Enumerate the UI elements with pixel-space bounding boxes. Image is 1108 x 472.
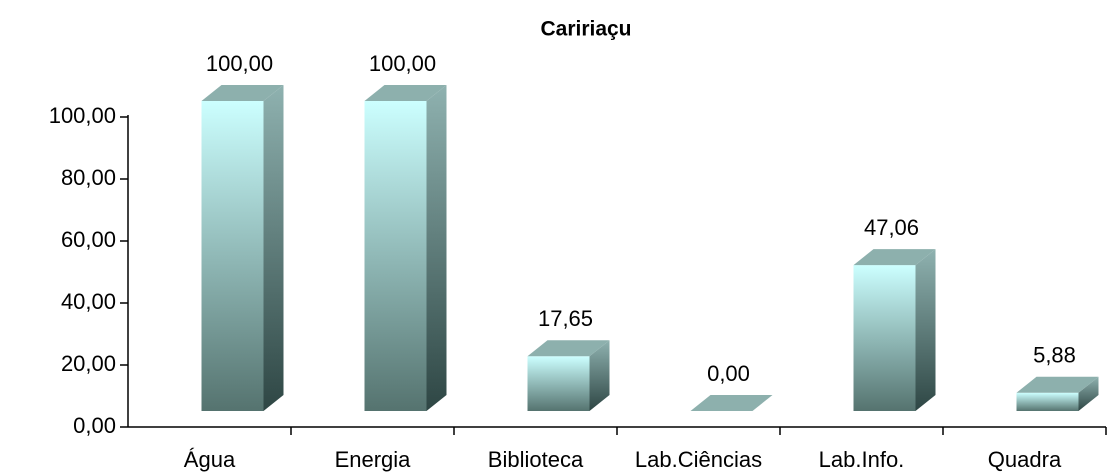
bar-front: [1016, 392, 1079, 411]
value-label: 47,06: [864, 215, 919, 240]
bar: [1016, 376, 1099, 411]
value-label: 17,65: [538, 306, 593, 331]
bar-side: [426, 85, 447, 411]
bar-front: [527, 356, 590, 411]
y-tick-label: 100,00: [49, 103, 116, 128]
x-tick-label: Quadra: [988, 447, 1062, 472]
y-tick-label: 80,00: [61, 165, 116, 190]
x-tick-label: Biblioteca: [488, 447, 584, 472]
value-label: 100,00: [369, 51, 436, 76]
bar: [364, 85, 447, 411]
y-tick-label: 0,00: [73, 413, 116, 438]
value-label: 5,88: [1033, 343, 1076, 368]
value-label: 0,00: [707, 361, 750, 386]
bar-top: [1016, 376, 1099, 393]
bar-side: [915, 249, 936, 411]
x-tick-label: Água: [184, 447, 236, 472]
y-tick-label: 40,00: [61, 289, 116, 314]
bar: [690, 395, 773, 411]
value-label: 100,00: [206, 51, 273, 76]
bar-top: [364, 85, 447, 101]
bar-side: [589, 340, 610, 411]
y-tick-label: 60,00: [61, 227, 116, 252]
bar-top: [690, 395, 773, 411]
bar-side: [263, 85, 284, 411]
bar-top: [201, 85, 284, 101]
x-tick-label: Lab.Ciências: [635, 447, 762, 472]
y-tick-label: 20,00: [61, 351, 116, 376]
bar-front: [364, 101, 427, 411]
bar: [201, 85, 284, 411]
bar: [527, 340, 610, 411]
bar: [853, 249, 936, 411]
bar-side: [1078, 376, 1099, 411]
x-tick-label: Lab.Info.: [819, 447, 905, 472]
bar-front: [201, 101, 264, 411]
chart-title: Caririaçu: [540, 18, 631, 41]
bar-top: [527, 340, 610, 357]
bar-top: [853, 249, 936, 266]
bar-front: [853, 265, 916, 411]
x-tick-label: Energia: [335, 447, 412, 472]
